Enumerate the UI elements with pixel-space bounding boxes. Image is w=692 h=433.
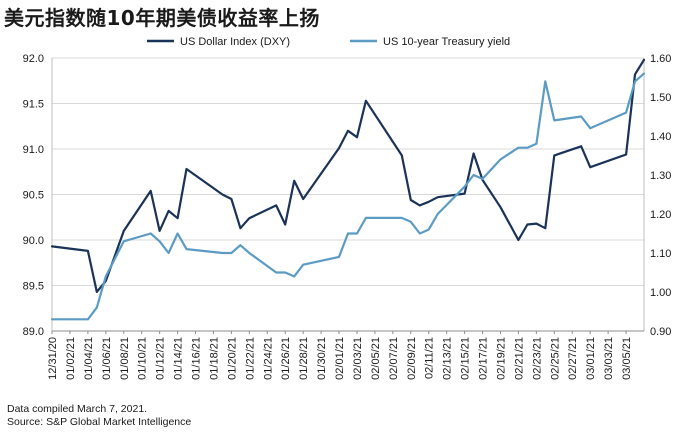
x-tick-label: 01/06/21 bbox=[101, 337, 113, 380]
left-axis: 89.0 89.5 90.0 90.5 91.0 91.5 92.0 bbox=[23, 53, 44, 338]
y-left-tick-label: 91.5 bbox=[23, 99, 44, 111]
dxy-line bbox=[50, 58, 646, 293]
x-tick-label: 01/26/21 bbox=[280, 337, 292, 380]
y-left-tick-label: 91.0 bbox=[23, 144, 44, 156]
x-tick-label: 03/03/21 bbox=[603, 337, 615, 380]
y-left-tick-label: 90.5 bbox=[23, 190, 44, 202]
x-tick-label: 01/14/21 bbox=[173, 337, 185, 380]
x-tick-label: 02/15/21 bbox=[460, 337, 472, 380]
x-tick-label: 01/18/21 bbox=[208, 337, 220, 380]
y-left-tick-label: 90.0 bbox=[23, 235, 44, 247]
x-tick-label: 01/22/21 bbox=[244, 337, 256, 380]
x-tick-label: 02/19/21 bbox=[495, 337, 507, 380]
x-tick-label: 02/09/21 bbox=[406, 337, 418, 380]
legend-dxy-label: US Dollar Index (DXY) bbox=[180, 36, 290, 48]
y-left-tick-label: 89.5 bbox=[23, 281, 44, 293]
series-lines bbox=[50, 58, 646, 321]
y-right-tick-label: 1.60 bbox=[650, 53, 671, 65]
x-tick-label: 01/30/21 bbox=[316, 337, 328, 380]
legend-treasury-yield-label: US 10-year Treasury yield bbox=[383, 36, 510, 48]
x-tick-label: 01/08/21 bbox=[119, 337, 131, 380]
y-right-tick-label: 1.20 bbox=[650, 209, 671, 221]
x-tick-label: 01/16/21 bbox=[191, 337, 203, 380]
x-tick-label: 12/31/20 bbox=[47, 337, 59, 380]
x-tick-label: 01/10/21 bbox=[137, 337, 149, 380]
y-right-tick-label: 1.40 bbox=[650, 131, 671, 143]
y-left-tick-label: 89.0 bbox=[23, 326, 44, 338]
x-tick-label: 02/21/21 bbox=[513, 337, 525, 380]
x-tick-label: 01/24/21 bbox=[262, 337, 274, 380]
x-tick-label: 02/25/21 bbox=[549, 337, 561, 380]
x-tick-label: 02/27/21 bbox=[567, 337, 579, 380]
x-tick-label: 02/05/21 bbox=[370, 337, 382, 380]
x-tick-label: 01/12/21 bbox=[155, 337, 167, 380]
footer: Data compiled March 7, 2021. Source: S&P… bbox=[7, 403, 191, 429]
x-tick-label: 03/01/21 bbox=[585, 337, 597, 380]
x-tick-label: 02/01/21 bbox=[334, 337, 346, 380]
x-tick-label: 01/28/21 bbox=[298, 337, 310, 380]
y-right-tick-label: 0.90 bbox=[650, 326, 671, 338]
footer-note: Data compiled March 7, 2021. bbox=[7, 403, 148, 415]
right-axis: 0.90 1.00 1.10 1.20 1.30 1.40 1.50 1.60 bbox=[650, 53, 671, 338]
treasury-yield-line bbox=[50, 72, 646, 321]
x-tick-label: 01/20/21 bbox=[226, 337, 238, 380]
legend: US Dollar Index (DXY) US 10-year Treasury… bbox=[147, 36, 510, 48]
x-tick-label: 01/02/21 bbox=[65, 337, 77, 380]
y-right-tick-label: 1.00 bbox=[650, 287, 671, 299]
x-tick-label: 02/11/21 bbox=[424, 337, 436, 379]
y-left-tick-label: 92.0 bbox=[23, 53, 44, 65]
y-right-tick-label: 1.10 bbox=[650, 248, 671, 260]
x-tick-label: 02/13/21 bbox=[442, 337, 454, 380]
y-right-tick-label: 1.30 bbox=[650, 170, 671, 182]
x-tick-label: 02/07/21 bbox=[388, 337, 400, 380]
x-tick-label: 02/03/21 bbox=[352, 337, 364, 380]
x-tick-label: 02/23/21 bbox=[531, 337, 543, 380]
x-axis: 12/31/20 01/02/21 01/04/21 01/06/21 01/08/21… bbox=[47, 331, 633, 380]
x-tick-label: 03/05/21 bbox=[621, 337, 633, 380]
footer-source: Source: S&P Global Market Intelligence bbox=[7, 416, 192, 428]
y-right-tick-label: 1.50 bbox=[650, 92, 671, 104]
chart-title: 美元指数随10年期美债收益率上扬 bbox=[4, 6, 320, 30]
x-tick-label: 02/17/21 bbox=[478, 337, 490, 380]
x-tick-label: 01/04/21 bbox=[83, 337, 95, 380]
gridlines bbox=[51, 57, 645, 332]
